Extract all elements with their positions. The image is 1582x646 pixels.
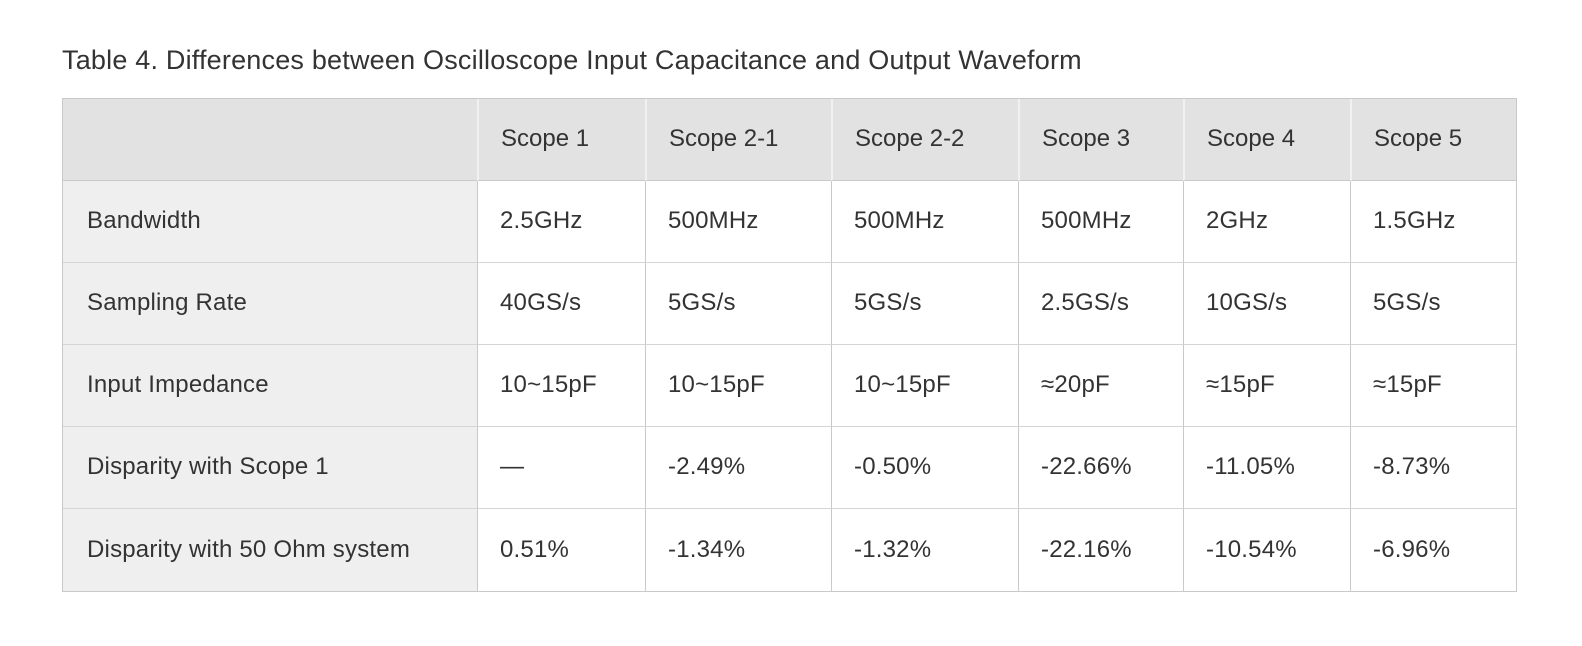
data-cell: -6.96%: [1350, 508, 1516, 591]
data-cell: 10~15pF: [477, 344, 645, 427]
data-cell: ≈15pF: [1350, 344, 1516, 427]
column-header-scope-1: Scope 1: [477, 98, 645, 181]
data-cell: -8.73%: [1350, 426, 1516, 509]
table-row-disparity-50-ohm: Disparity with 50 Ohm system 0.51% -1.34…: [63, 508, 1516, 591]
column-header-scope-2-2: Scope 2-2: [831, 98, 1018, 181]
row-label-cell: Input Impedance: [63, 344, 477, 427]
oscilloscope-comparison-table: Scope 1 Scope 2-1 Scope 2-2 Scope 3 Scop…: [62, 97, 1517, 592]
table-title: Table 4. Differences between Oscilloscop…: [62, 45, 1082, 75]
table-row-disparity-scope-1: Disparity with Scope 1 — -2.49% -0.50% -…: [63, 426, 1516, 509]
data-cell: 500MHz: [1018, 180, 1183, 263]
corner-header-cell: [63, 98, 477, 181]
data-cell: 5GS/s: [645, 262, 831, 345]
data-cell: -0.50%: [831, 426, 1018, 509]
data-cell: 10~15pF: [645, 344, 831, 427]
data-cell: 10~15pF: [831, 344, 1018, 427]
data-cell: -22.66%: [1018, 426, 1183, 509]
data-cell: -10.54%: [1183, 508, 1350, 591]
data-cell: 5GS/s: [1350, 262, 1516, 345]
data-cell: ≈15pF: [1183, 344, 1350, 427]
column-header-scope-4: Scope 4: [1183, 98, 1350, 181]
data-cell: —: [477, 426, 645, 509]
table-row-bandwidth: Bandwidth 2.5GHz 500MHz 500MHz 500MHz 2G…: [63, 180, 1516, 263]
header-row: Scope 1 Scope 2-1 Scope 2-2 Scope 3 Scop…: [63, 98, 1516, 181]
data-cell: 5GS/s: [831, 262, 1018, 345]
data-cell: -2.49%: [645, 426, 831, 509]
data-cell: 10GS/s: [1183, 262, 1350, 345]
table-row-sampling-rate: Sampling Rate 40GS/s 5GS/s 5GS/s 2.5GS/s…: [63, 262, 1516, 345]
data-cell: 2.5GS/s: [1018, 262, 1183, 345]
data-cell: -1.32%: [831, 508, 1018, 591]
column-header-scope-2-1: Scope 2-1: [645, 98, 831, 181]
data-cell: -22.16%: [1018, 508, 1183, 591]
data-cell: 500MHz: [831, 180, 1018, 263]
data-cell: 500MHz: [645, 180, 831, 263]
row-label-cell: Sampling Rate: [63, 262, 477, 345]
row-label-cell: Disparity with 50 Ohm system: [63, 508, 477, 591]
data-cell: -1.34%: [645, 508, 831, 591]
table-row-input-impedance: Input Impedance 10~15pF 10~15pF 10~15pF …: [63, 344, 1516, 427]
data-cell: 40GS/s: [477, 262, 645, 345]
data-cell: 0.51%: [477, 508, 645, 591]
column-header-scope-3: Scope 3: [1018, 98, 1183, 181]
row-label-cell: Disparity with Scope 1: [63, 426, 477, 509]
data-cell: 1.5GHz: [1350, 180, 1516, 263]
data-cell: 2.5GHz: [477, 180, 645, 263]
data-cell: 2GHz: [1183, 180, 1350, 263]
data-cell: -11.05%: [1183, 426, 1350, 509]
row-label-cell: Bandwidth: [63, 180, 477, 263]
data-cell: ≈20pF: [1018, 344, 1183, 427]
column-header-scope-5: Scope 5: [1350, 98, 1516, 181]
